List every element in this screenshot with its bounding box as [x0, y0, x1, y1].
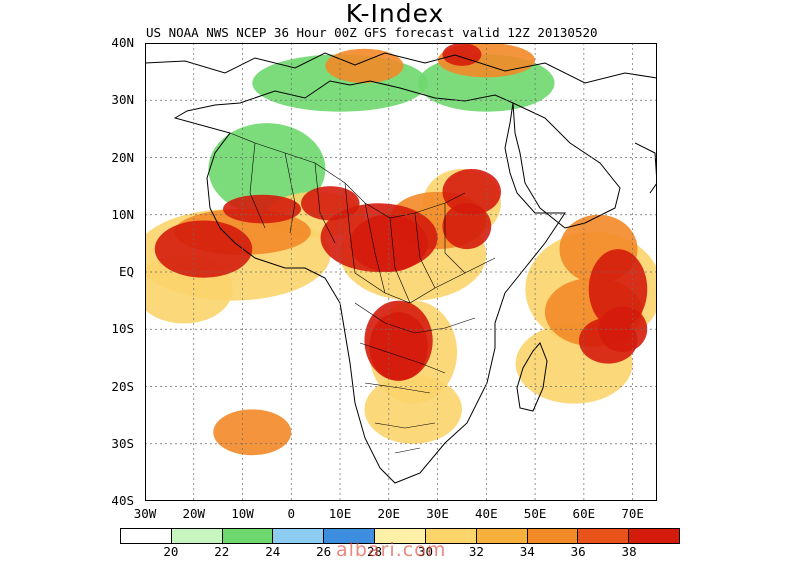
color-legend-label: 22 [214, 544, 230, 559]
k-index-region [598, 306, 648, 353]
chart-title: K-Index [345, 0, 445, 28]
color-legend-swatch [375, 529, 426, 543]
madagascar-coastline [516, 342, 548, 412]
latitude-label: 10N [111, 206, 134, 222]
k-index-region [325, 48, 404, 84]
color-legend [120, 528, 680, 544]
color-legend-swatch [476, 529, 528, 543]
color-legend-label: 24 [265, 544, 281, 559]
longitude-label: 0 [287, 506, 296, 521]
latitude-label: 20S [111, 378, 134, 394]
color-legend-label: 28 [367, 544, 383, 559]
color-legend-label: 32 [468, 544, 484, 559]
color-legend-swatch [527, 529, 579, 543]
latitude-label: 30S [111, 435, 134, 451]
color-legend-swatch [425, 529, 477, 543]
color-legend-label: 20 [163, 544, 179, 559]
k-index-region [208, 123, 326, 215]
k-index-map [145, 43, 657, 501]
k-index-region [223, 194, 302, 224]
color-legend-label: 30 [417, 544, 433, 559]
color-legend-label: 34 [519, 544, 535, 559]
k-index-region [442, 203, 492, 250]
longitude-label: 40E [475, 506, 498, 521]
longitude-label: 30E [426, 506, 449, 521]
k-index-region [320, 203, 438, 272]
color-legend-swatch [273, 529, 325, 543]
longitude-label: 70E [621, 506, 644, 521]
longitude-label: 50E [523, 506, 547, 521]
latitude-label: 40S [111, 493, 134, 508]
watermark: albari.com [336, 539, 447, 561]
color-legend-swatch [222, 529, 274, 543]
color-legend-label: 26 [316, 544, 332, 559]
color-legend-swatch [578, 529, 630, 543]
coastlines [145, 52, 657, 484]
color-legend-label: 36 [570, 544, 586, 559]
latitude-label: 30N [111, 92, 134, 108]
color-legend-swatch [629, 529, 679, 543]
color-legend-swatch [171, 529, 223, 543]
longitude-label: 60E [572, 506, 596, 521]
k-index-region [154, 220, 253, 278]
color-legend-label: 38 [621, 544, 637, 559]
k-index-region [364, 300, 433, 381]
color-legend-swatch [121, 529, 172, 543]
africa-coastline [173, 80, 566, 484]
lat-lon-grid [145, 43, 657, 501]
latitude-label: 40N [111, 35, 134, 50]
latitude-label: 10S [111, 321, 134, 337]
longitude-label: 20W [182, 506, 206, 521]
longitude-label: 10E [328, 506, 352, 521]
arabia-coastline [512, 102, 621, 229]
k-index-region [442, 43, 482, 66]
longitude-label: 30W [133, 506, 157, 521]
k-index-region [213, 409, 292, 456]
longitude-label: 10W [231, 506, 254, 521]
color-legend-swatch [324, 529, 376, 543]
k-index-region [364, 375, 462, 444]
map-frame [145, 43, 657, 501]
country-borders [229, 132, 496, 454]
chart-subtitle: US NOAA NWS NCEP 36 Hour 00Z GFS forecas… [146, 25, 598, 40]
latitude-label: EQ [118, 264, 134, 279]
latitude-label: 20N [111, 149, 134, 165]
longitude-label: 20E [377, 506, 401, 521]
europe-coastline [145, 52, 657, 84]
